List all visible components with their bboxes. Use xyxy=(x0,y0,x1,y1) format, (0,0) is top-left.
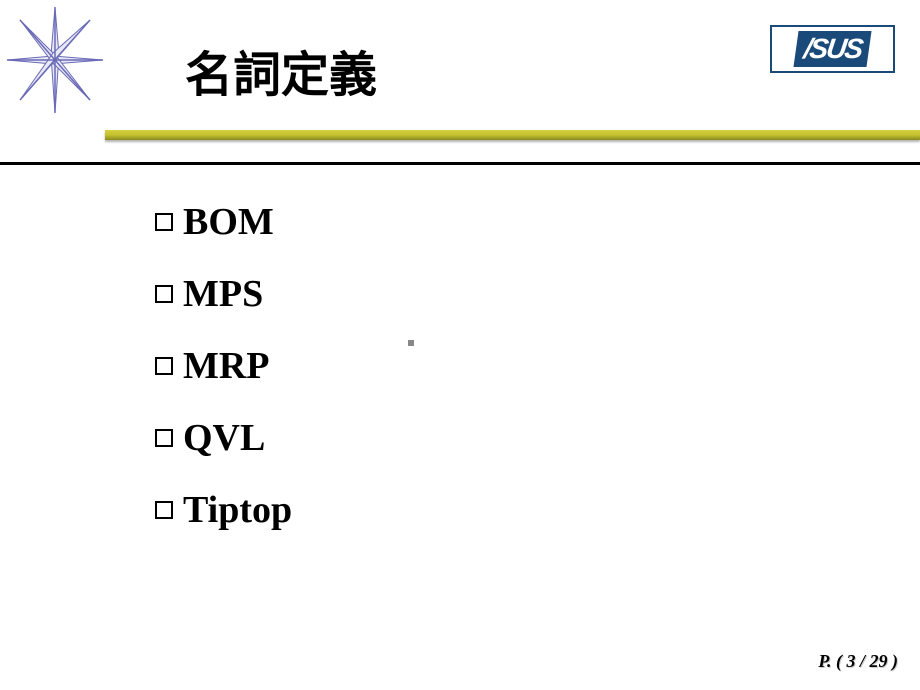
list-item: BOM xyxy=(155,200,292,244)
title-underline xyxy=(105,130,920,140)
brand-logo-text: /SUS xyxy=(793,31,871,67)
bullet-icon xyxy=(155,285,173,303)
list-item: Tiptop xyxy=(155,488,292,532)
bullet-label: MRP xyxy=(183,344,270,388)
bullet-label: MPS xyxy=(183,272,263,316)
star-icon xyxy=(5,5,105,115)
divider-line xyxy=(0,162,920,165)
bullet-icon xyxy=(155,357,173,375)
center-marker xyxy=(408,340,414,346)
bullet-list: BOM MPS MRP QVL Tiptop xyxy=(155,200,292,560)
brand-logo: /SUS xyxy=(770,25,895,73)
bullet-label: BOM xyxy=(183,200,274,244)
bullet-icon xyxy=(155,501,173,519)
list-item: MPS xyxy=(155,272,292,316)
bullet-label: Tiptop xyxy=(183,488,292,532)
bullet-icon xyxy=(155,429,173,447)
slide-title: 名詞定義 xyxy=(185,35,377,105)
header: 名詞定義 /SUS xyxy=(0,0,920,165)
bullet-icon xyxy=(155,213,173,231)
list-item: MRP xyxy=(155,344,292,388)
bullet-label: QVL xyxy=(183,416,265,460)
page-number: P. ( 3 / 29 ) xyxy=(818,651,898,672)
list-item: QVL xyxy=(155,416,292,460)
